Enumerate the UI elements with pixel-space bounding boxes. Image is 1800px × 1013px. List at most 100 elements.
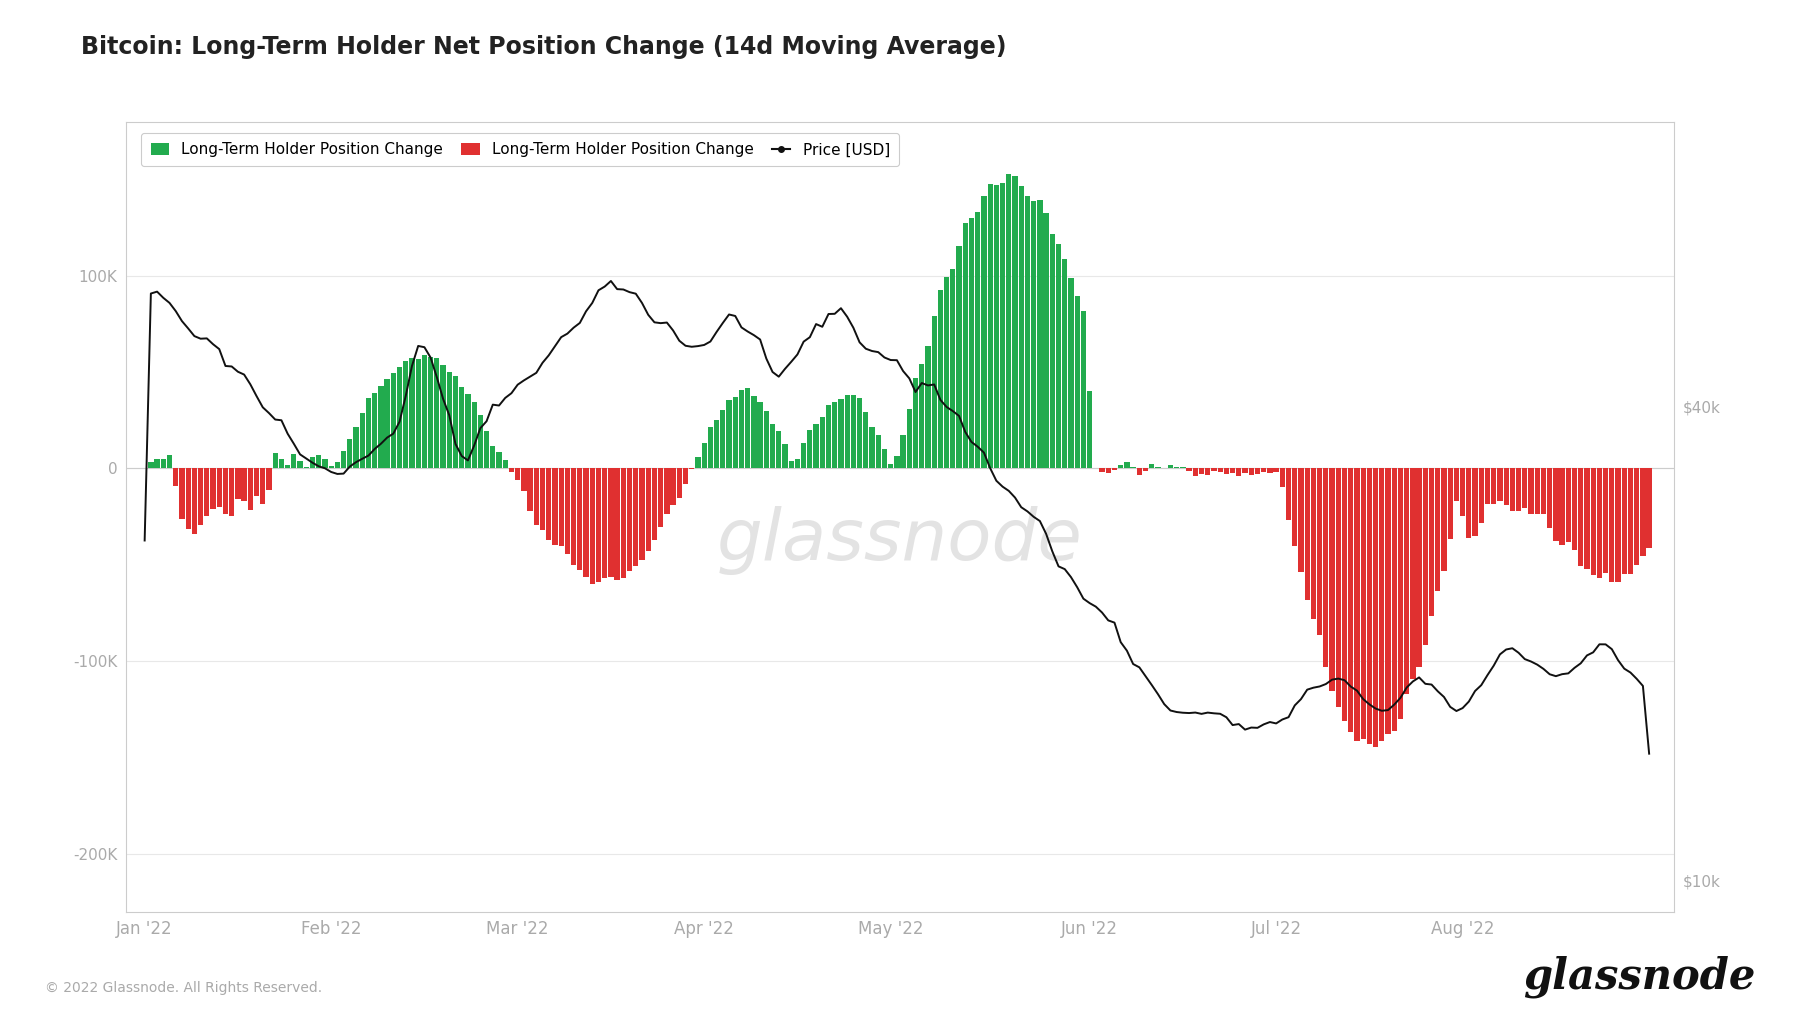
Bar [1429, 468, 1435, 616]
Bar [198, 468, 203, 525]
Bar [1087, 391, 1093, 468]
Bar [1460, 468, 1465, 516]
Bar [284, 465, 290, 468]
Bar [148, 462, 153, 468]
Bar [241, 468, 247, 500]
Bar [317, 455, 322, 468]
Bar [1399, 468, 1404, 719]
Bar [634, 468, 639, 565]
Bar [1255, 468, 1260, 474]
Bar [839, 399, 844, 468]
Bar [1280, 468, 1285, 487]
Bar [988, 184, 994, 468]
Bar [1442, 468, 1447, 570]
Bar [913, 378, 918, 468]
Bar [403, 361, 409, 468]
Bar [864, 411, 868, 468]
Bar [814, 424, 819, 468]
Bar [727, 399, 731, 468]
Bar [1472, 468, 1478, 536]
Bar [596, 468, 601, 582]
Bar [477, 415, 482, 468]
Bar [446, 372, 452, 468]
Bar [378, 386, 383, 468]
Bar [932, 315, 936, 468]
Bar [994, 185, 999, 468]
Bar [173, 468, 178, 485]
Bar [900, 436, 905, 468]
Bar [1386, 468, 1391, 734]
Bar [193, 468, 196, 534]
Bar [1156, 467, 1161, 468]
Bar [1454, 468, 1460, 501]
Bar [1193, 468, 1199, 476]
Bar [887, 464, 893, 468]
Bar [1379, 468, 1384, 742]
Bar [1204, 468, 1210, 475]
Bar [1553, 468, 1559, 541]
Bar [515, 468, 520, 479]
Bar [502, 460, 508, 468]
Bar [180, 468, 185, 519]
Bar [1366, 468, 1372, 744]
Bar [659, 468, 662, 527]
Bar [1224, 468, 1229, 473]
Bar [1174, 467, 1179, 468]
Bar [1168, 465, 1174, 468]
Bar [770, 424, 776, 468]
Bar [1181, 467, 1186, 468]
Bar [844, 395, 850, 468]
Bar [297, 461, 302, 468]
Bar [832, 402, 837, 468]
Bar [272, 453, 277, 468]
Bar [1211, 468, 1217, 471]
Bar [1348, 468, 1354, 732]
Bar [733, 397, 738, 468]
Bar [409, 359, 414, 468]
Bar [1262, 468, 1267, 472]
Bar [1354, 468, 1359, 741]
Bar [1125, 462, 1130, 468]
Bar [976, 212, 981, 468]
Bar [1112, 468, 1118, 469]
Bar [1361, 468, 1366, 739]
Bar [639, 468, 644, 560]
Bar [788, 461, 794, 468]
Bar [421, 356, 427, 468]
Bar [796, 459, 799, 468]
Bar [1019, 185, 1024, 468]
Bar [1516, 468, 1521, 511]
Bar [1318, 468, 1323, 635]
Bar [391, 374, 396, 468]
Bar [365, 398, 371, 468]
Bar [695, 457, 700, 468]
Bar [155, 459, 160, 468]
Bar [454, 376, 459, 468]
Bar [608, 468, 614, 576]
Bar [160, 460, 166, 468]
Bar [398, 368, 401, 468]
Bar [1341, 468, 1346, 720]
Bar [1237, 468, 1242, 476]
Text: glassnode: glassnode [716, 505, 1084, 574]
Bar [1012, 176, 1017, 468]
Bar [1310, 468, 1316, 619]
Bar [1001, 183, 1004, 468]
Bar [266, 468, 272, 490]
Bar [329, 466, 333, 468]
Bar [1148, 464, 1154, 468]
Bar [459, 387, 464, 468]
Bar [490, 447, 495, 468]
Bar [279, 459, 284, 468]
Bar [1024, 197, 1030, 468]
Bar [565, 468, 571, 554]
Bar [553, 468, 558, 545]
Bar [558, 468, 563, 546]
Bar [1467, 468, 1471, 538]
Bar [1044, 213, 1049, 468]
Bar [875, 435, 880, 468]
Bar [527, 468, 533, 511]
Bar [1330, 468, 1336, 692]
Bar [826, 405, 832, 468]
Bar [950, 269, 956, 468]
